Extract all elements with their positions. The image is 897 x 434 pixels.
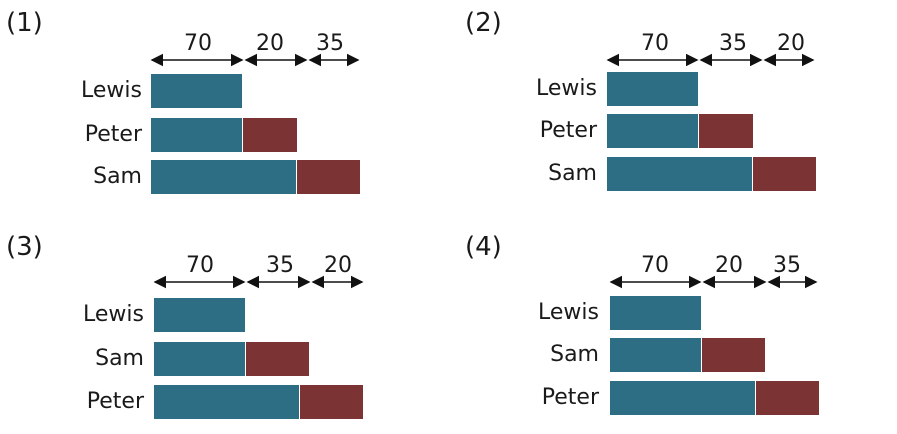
panel-1: (1) 70 20 35 Lewis Peter Sam [6,8,426,208]
red-bar [297,160,360,194]
panel-label: (2) [465,8,502,38]
red-bar [699,114,753,148]
row-label-3: Peter [541,385,599,410]
row-label-3: Sam [93,164,142,189]
red-bar [702,338,765,372]
row-label-2: Sam [95,346,144,371]
panel-label: (1) [6,8,43,38]
row-label-3: Peter [86,389,144,414]
red-bar [246,342,309,376]
segment-label-1: 70 [641,31,669,56]
teal-bar [154,298,245,332]
row-label-1: Lewis [538,300,599,325]
row-label-1: Lewis [536,76,597,101]
red-bar [300,385,363,419]
row-label-2: Sam [550,342,599,367]
teal-bar [154,342,245,376]
teal-bar [607,157,752,191]
segment-label-2: 20 [256,31,284,56]
row-label-1: Lewis [83,302,144,327]
teal-bar [154,385,299,419]
segment-arrows [609,275,818,289]
row-label-1: Lewis [81,78,142,103]
teal-bar [610,381,755,415]
segment-arrows [153,275,364,289]
teal-bar [610,296,701,330]
teal-bar [607,72,698,106]
panel-label: (3) [6,232,43,262]
red-bar [753,157,816,191]
row-label-3: Sam [548,161,597,186]
segment-label-1: 70 [184,31,212,56]
teal-bar [151,74,242,108]
panel-3: (3) 70 35 20 Lewis Sam Peter [6,232,426,432]
panel-4: (4) 70 20 35 Lewis Sam Peter [465,232,885,432]
teal-bar [151,118,242,152]
teal-bar [151,160,296,194]
panel-2: (2) 70 35 20 Lewis Peter Sam [465,8,885,208]
segment-label-3: 20 [324,253,352,278]
red-bar [756,381,819,415]
segment-arrows [150,53,360,67]
segment-label-1: 70 [186,253,214,278]
segment-label-3: 35 [316,31,344,56]
segment-arrows [606,53,815,67]
segment-label-2: 35 [266,253,294,278]
teal-bar [610,338,701,372]
row-label-2: Peter [84,122,142,147]
panel-label: (4) [465,232,502,262]
row-label-2: Peter [539,118,597,143]
red-bar [243,118,297,152]
segment-label-1: 70 [641,253,669,278]
segment-label-2: 35 [719,31,747,56]
segment-label-2: 20 [715,253,743,278]
teal-bar [607,114,698,148]
segment-label-3: 20 [777,31,805,56]
segment-label-3: 35 [773,253,801,278]
